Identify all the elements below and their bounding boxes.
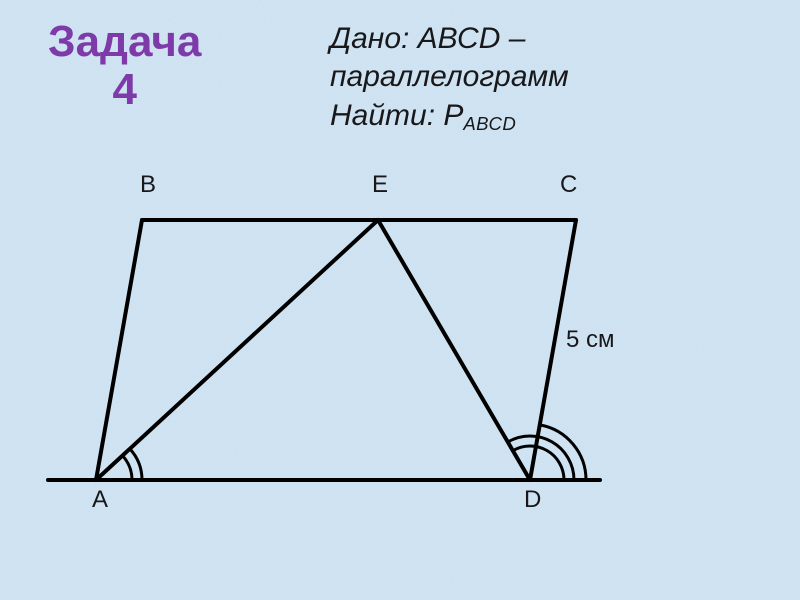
vertex-label-D: D [524, 486, 541, 514]
perimeter-symbol: РАВСD [443, 99, 516, 132]
problem-title-number: 4 [48, 66, 201, 114]
find-prefix: Найти: [330, 99, 443, 132]
side-label-cd: 5 см [566, 326, 615, 354]
edge-A-B [96, 220, 142, 480]
problem-title-word: Задача [48, 18, 201, 66]
angle-arc-A-0 [122, 456, 132, 480]
given-line-2: параллелограмм [330, 58, 569, 96]
problem-statement: Дано: АВСD – параллелограмм Найти: РАВСD [330, 20, 569, 135]
problem-title: Задача 4 [48, 18, 201, 115]
find-line: Найти: РАВСD [330, 97, 569, 135]
angle-arcs [122, 425, 586, 480]
vertex-label-A: A [92, 486, 108, 514]
vertex-label-E: E [372, 171, 388, 199]
figure-edges [96, 220, 576, 480]
vertex-label-C: C [560, 171, 577, 199]
edge-A-E [96, 220, 378, 480]
vertex-label-B: B [140, 171, 156, 199]
given-line-1: Дано: АВСD – [330, 20, 569, 58]
